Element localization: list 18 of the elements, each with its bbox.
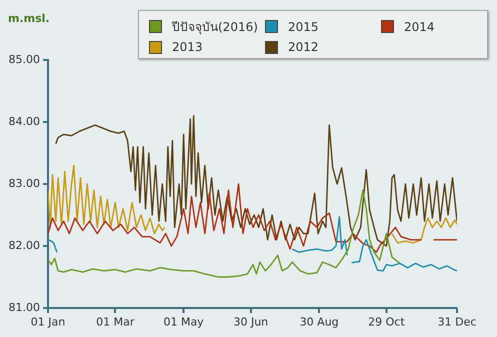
legend-label: 2013: [172, 40, 203, 54]
x-tick-label: 31 Dec: [438, 315, 476, 328]
y-tick-label: 82.00: [8, 238, 40, 252]
legend-label: 2014: [404, 20, 435, 34]
x-tick-label: 01 May: [163, 315, 204, 328]
x-tick-label: 01 Jan: [30, 315, 66, 328]
legend-label: ปีปัจจุบัน(2016): [172, 19, 258, 36]
x-tick-label: 30 Aug: [300, 315, 339, 328]
y-tick-label: 85.00: [8, 52, 40, 66]
x-tick-label: 30 Jun: [233, 315, 268, 328]
y-tick-label: 83.00: [8, 176, 40, 190]
y-tick-label: 84.00: [8, 114, 40, 128]
y-axis-title: m.msl.: [8, 12, 50, 25]
x-tick-label: 01 Mar: [96, 315, 135, 328]
legend-label: 2015: [288, 20, 319, 34]
legend-label: 2012: [288, 40, 319, 54]
y-tick-label: 81.00: [8, 300, 40, 314]
x-tick-label: 29 Oct: [368, 315, 406, 328]
